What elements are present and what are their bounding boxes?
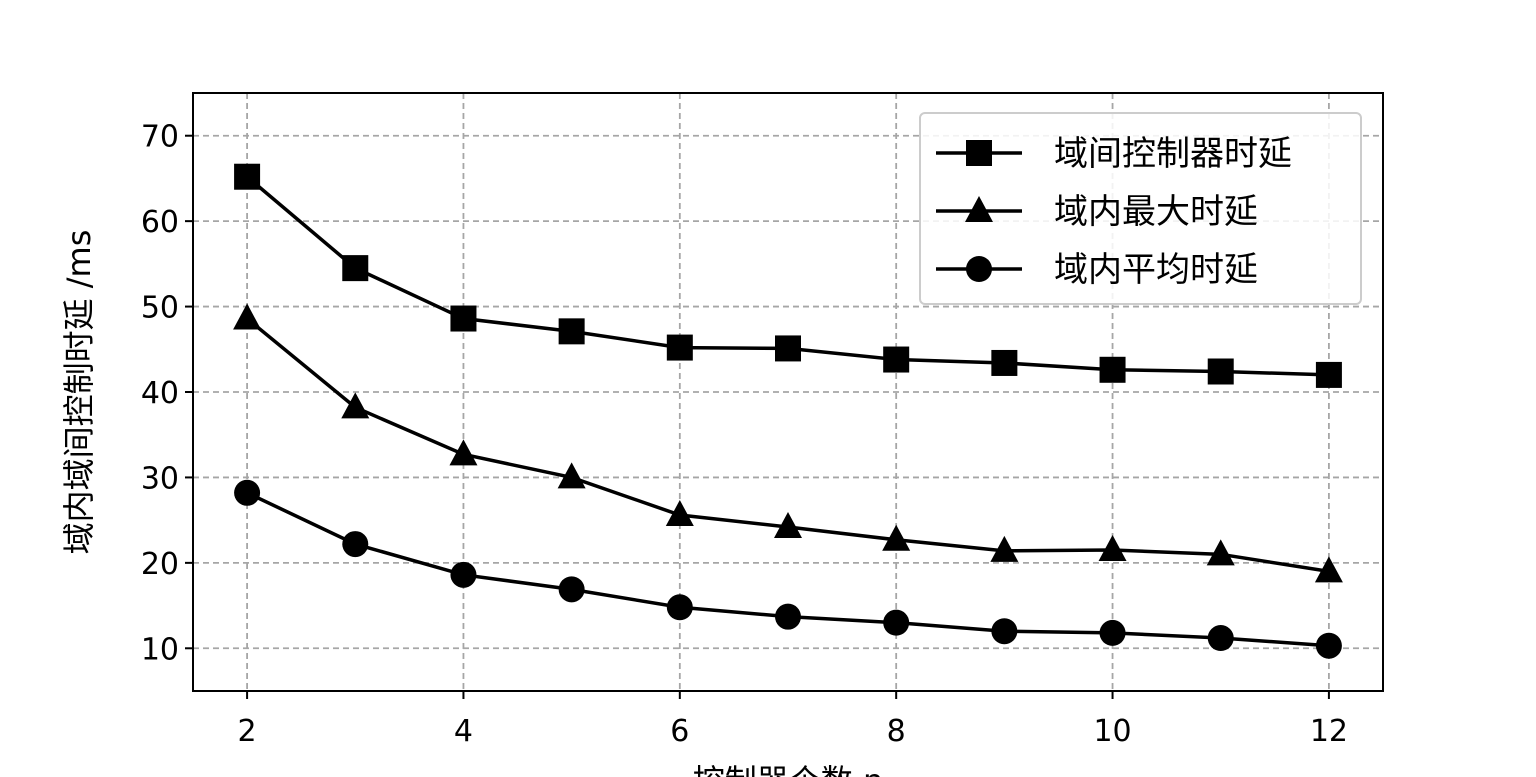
legend-marker [966,256,992,282]
data-point [883,609,910,636]
y-tick-label: 70 [141,120,179,155]
data-point [341,392,370,419]
legend-item: 域内平均时延 [936,250,1258,290]
data-point [557,462,586,489]
data-point [1207,358,1234,385]
data-point [234,479,261,506]
data-point [1207,625,1234,652]
data-point [450,561,477,588]
y-tick-label: 60 [141,205,179,240]
y-tick-label: 10 [141,632,179,667]
x-tick-label: 4 [454,714,473,749]
series-square [234,163,1342,388]
legend-item: 域间控制器时延 [936,134,1292,174]
data-point [1314,556,1343,583]
data-point [883,346,910,373]
legend-label: 域内最大时延 [1054,192,1258,232]
data-point [665,500,694,527]
data-point [991,618,1018,645]
data-point [234,163,261,190]
y-tick-label: 30 [141,461,179,496]
data-point [558,318,585,345]
data-point [774,511,802,538]
data-point [775,603,801,630]
series-triangle [233,303,1343,583]
x-tick-label: 6 [670,714,689,749]
data-point [1099,619,1126,646]
x-tick-label: 8 [887,714,906,749]
data-point [990,535,1019,562]
data-point [1098,535,1127,562]
legend-label: 域间控制器时延 [1054,134,1292,174]
series-circle [234,479,1342,659]
data-point [991,349,1018,376]
data-point [1315,361,1342,388]
legend-item: 域内最大时延 [936,192,1258,232]
x-tick-label: 10 [1093,714,1131,749]
x-tick-label: 12 [1310,714,1348,749]
y-tick-label: 40 [141,376,179,411]
y-tick-label: 20 [141,547,179,582]
data-point [558,576,585,603]
data-point [449,439,478,466]
data-point [1099,356,1126,383]
data-point [342,255,369,282]
data-point [342,531,369,558]
data-point [666,334,693,361]
data-point [775,335,801,362]
legend-marker [966,140,992,166]
x-axis-ticks: 2 4 6 8 10 12 [238,691,1348,749]
data-point [1315,632,1342,659]
data-point [666,594,693,621]
x-axis-title: 控制器个数 n [693,762,883,777]
legend-box [919,112,1362,305]
data-point [1206,539,1235,566]
series-layer [233,163,1343,659]
legend-label: 域内平均时延 [1054,250,1258,290]
y-axis-title: 域内域间控制时延 /ms [60,230,98,555]
y-axis-ticks: 10 20 30 40 50 60 70 [141,120,193,667]
data-point [450,305,477,332]
data-point [882,524,911,551]
y-tick-label: 50 [141,291,179,326]
data-point [233,303,262,330]
x-tick-label: 2 [238,714,257,749]
legend-marker [965,196,993,222]
